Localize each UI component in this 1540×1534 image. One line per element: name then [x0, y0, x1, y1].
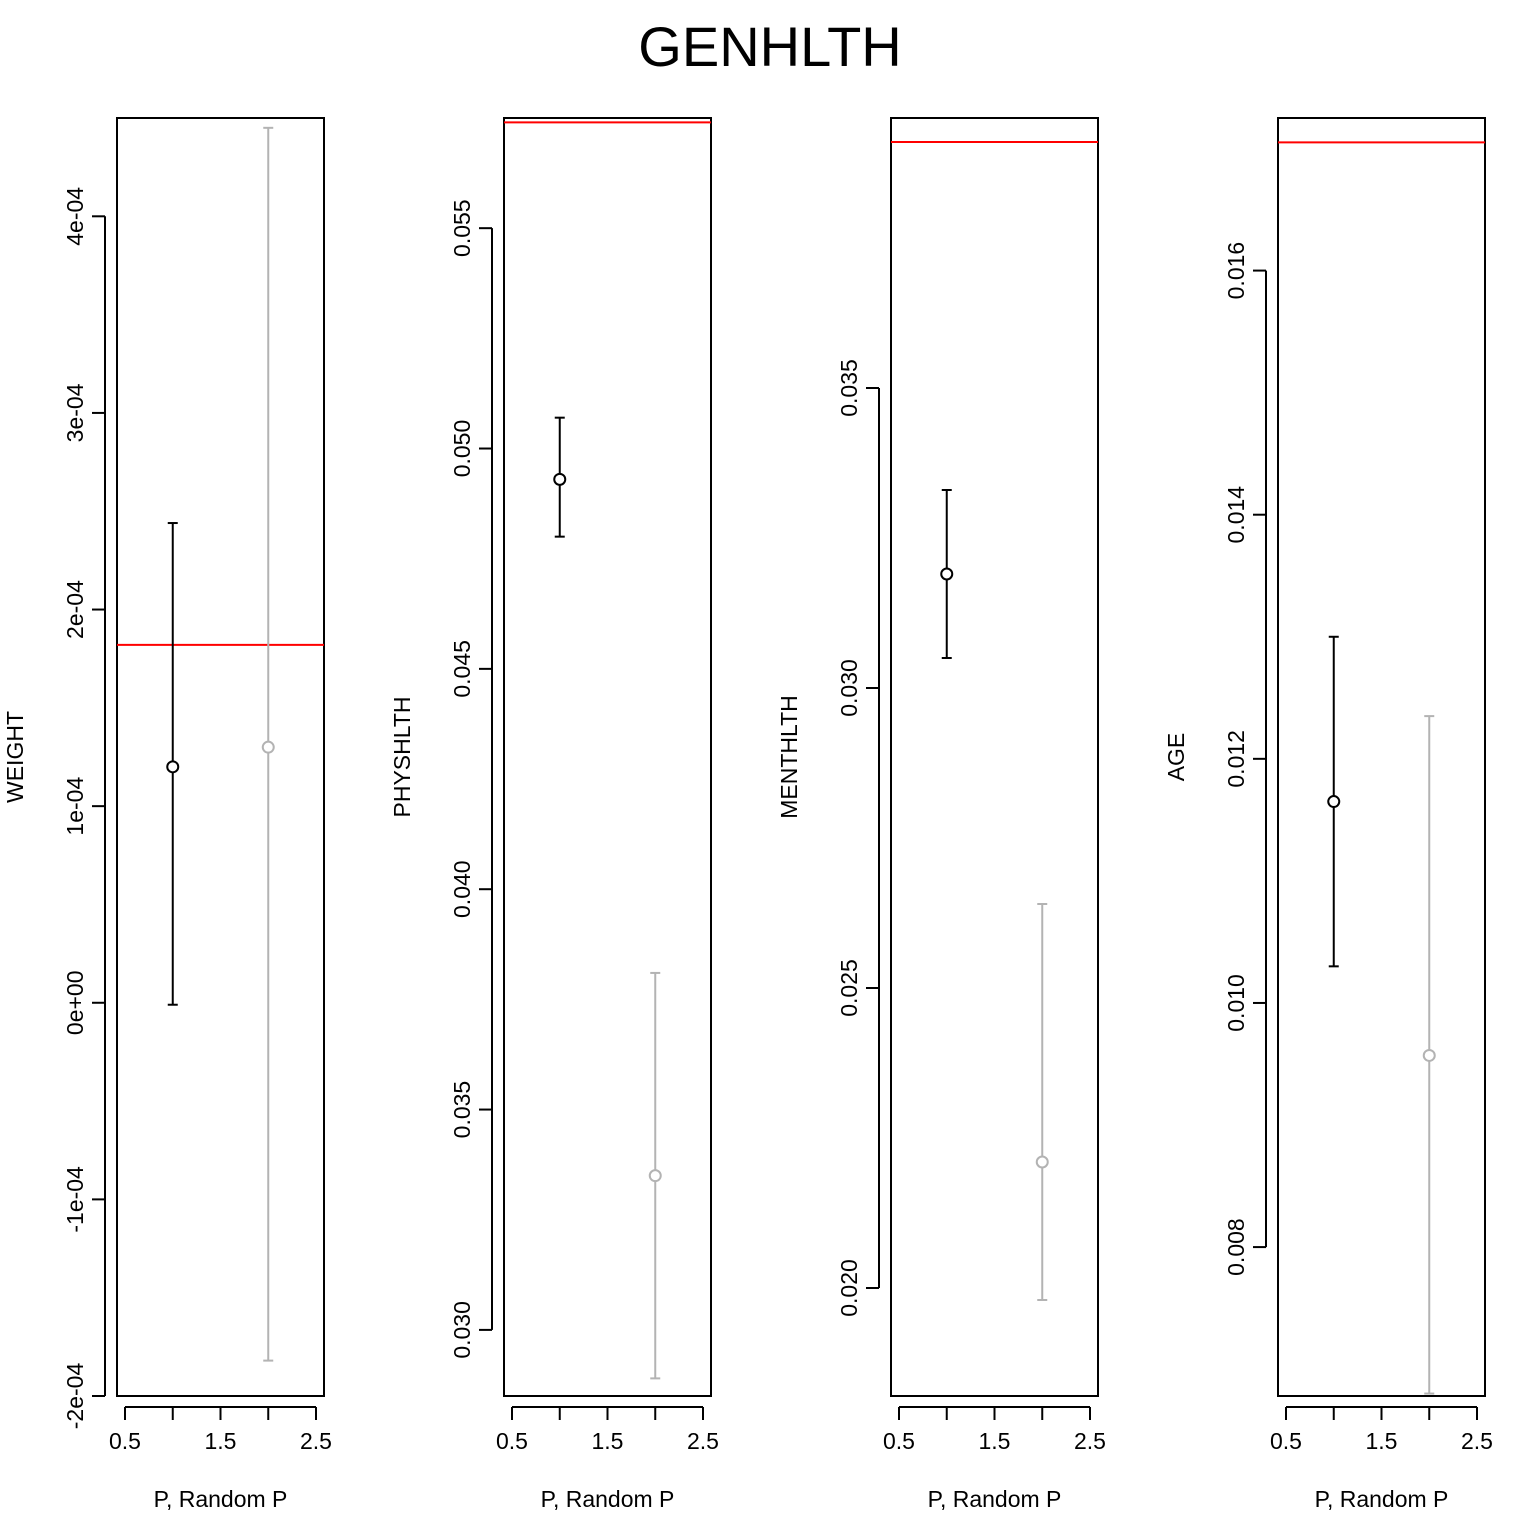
x-tick-label: 2.5 [687, 1428, 719, 1454]
x-tick-label: 1.5 [1366, 1428, 1398, 1454]
y-tick-label: 0.035 [449, 1081, 475, 1139]
x-tick-label: 0.5 [496, 1428, 528, 1454]
x-axis-label: P, Random P [154, 1486, 288, 1512]
y-tick-label: 0.014 [1223, 486, 1249, 544]
y-tick-label: 0.040 [449, 860, 475, 918]
point-p [166, 760, 180, 774]
x-tick-label: 2.5 [1074, 1428, 1106, 1454]
x-tick-label: 2.5 [1461, 1428, 1493, 1454]
x-tick-label: 0.5 [109, 1428, 141, 1454]
x-axis-label: P, Random P [1315, 1486, 1449, 1512]
panels: 0.5 1.5 2.5 -2e-04 -1e-04 0e+00 1e-04 2e-04 3e-0… [2, 117, 1493, 1512]
y-axis-label: WEIGHT [2, 711, 28, 803]
point-p [940, 567, 954, 581]
x-tick-label: 0.5 [883, 1428, 915, 1454]
y-tick-label: 0.045 [449, 640, 475, 698]
y-tick-label: 0.020 [836, 1259, 862, 1317]
point-p [553, 472, 567, 486]
plot-frame [116, 117, 325, 1397]
y-tick-label: -1e-04 [62, 1166, 88, 1233]
y-tick-label: 0.010 [1223, 974, 1249, 1032]
y-tick-label: 0.050 [449, 420, 475, 478]
y-tick-label: -2e-04 [62, 1363, 88, 1430]
y-tick-label: 0.030 [449, 1301, 475, 1359]
y-tick-label: 1e-04 [62, 777, 88, 836]
y-tick-label: 0.035 [836, 359, 862, 417]
x-tick-label: 1.5 [205, 1428, 237, 1454]
y-tick-label: 0.055 [449, 199, 475, 257]
point-random-p [261, 740, 275, 754]
plot-frame [890, 117, 1099, 1397]
x-tick-label: 2.5 [300, 1428, 332, 1454]
y-tick-label: 0.030 [836, 659, 862, 717]
x-axis-label: P, Random P [928, 1486, 1062, 1512]
panel-2: 0.5 1.5 2.5 0.030 0.035 0.040 0.045 0.050 0.055 P… [389, 117, 719, 1512]
point-random-p [648, 1169, 662, 1183]
point-p [1327, 795, 1341, 809]
y-tick-label: 0.025 [836, 959, 862, 1017]
y-tick-label: 0e+00 [62, 970, 88, 1035]
y-tick-label: 0.008 [1223, 1218, 1249, 1276]
x-tick-label: 0.5 [1270, 1428, 1302, 1454]
y-axis-label: PHYSHLTH [389, 697, 415, 818]
x-tick-label: 1.5 [979, 1428, 1011, 1454]
point-random-p [1422, 1048, 1436, 1062]
point-random-p [1035, 1155, 1049, 1169]
y-axis-label: MENTHLTH [776, 695, 802, 819]
panel-3: 0.5 1.5 2.5 0.020 0.025 0.030 0.035 P, Random P… [776, 117, 1106, 1512]
y-tick-label: 0.012 [1223, 730, 1249, 788]
y-axis-label: AGE [1163, 733, 1189, 782]
panel-1: 0.5 1.5 2.5 -2e-04 -1e-04 0e+00 1e-04 2e-04 3e-0… [2, 117, 332, 1512]
y-tick-label: 2e-04 [62, 580, 88, 639]
x-tick-label: 1.5 [592, 1428, 624, 1454]
y-tick-label: 0.016 [1223, 242, 1249, 300]
panel-4: 0.5 1.5 2.5 0.008 0.010 0.012 0.014 0.016 P, Ran… [1163, 117, 1493, 1512]
plot-frame [1277, 117, 1486, 1397]
figure-title: GENHLTH [638, 15, 901, 78]
x-axis-label: P, Random P [541, 1486, 675, 1512]
y-tick-label: 4e-04 [62, 187, 88, 246]
plot-frame [503, 117, 712, 1397]
error-bar-random-p [1037, 903, 1048, 1301]
y-tick-label: 3e-04 [62, 383, 88, 442]
